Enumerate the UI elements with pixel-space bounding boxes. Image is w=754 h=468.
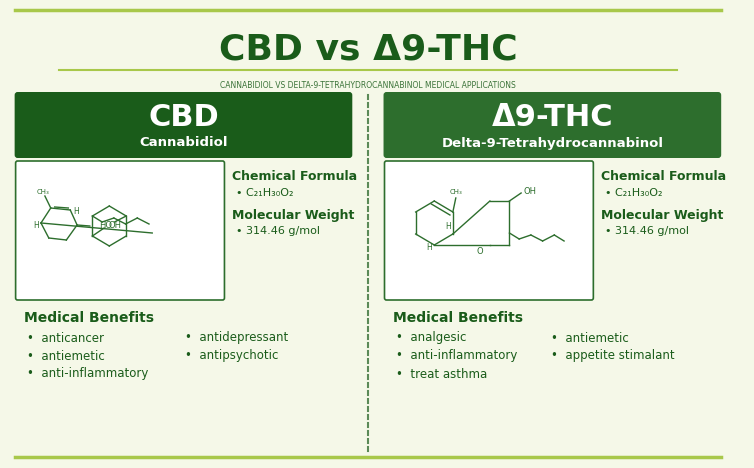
Text: •  anti-inflammatory: • anti-inflammatory	[396, 350, 517, 363]
Text: OH: OH	[523, 187, 536, 196]
Text: CANNABIDIOL VS DELTA-9-TETRAHYDROCANNABINOL MEDICAL APPLICATIONS: CANNABIDIOL VS DELTA-9-TETRAHYDROCANNABI…	[220, 80, 516, 89]
FancyBboxPatch shape	[16, 161, 225, 300]
Text: • C₂₁H₃₀O₂: • C₂₁H₃₀O₂	[605, 188, 663, 198]
Text: •  antipsychotic: • antipsychotic	[185, 350, 279, 363]
Text: Medical Benefits: Medical Benefits	[24, 311, 155, 325]
Text: Molecular Weight: Molecular Weight	[232, 209, 354, 221]
Text: HO: HO	[100, 220, 112, 229]
Text: OH: OH	[108, 221, 121, 231]
Text: •  treat asthma: • treat asthma	[396, 367, 488, 380]
Text: • C₂₁H₃₀O₂: • C₂₁H₃₀O₂	[236, 188, 293, 198]
Text: Δ9-THC: Δ9-THC	[492, 103, 613, 132]
Text: •  analgesic: • analgesic	[396, 331, 467, 344]
Text: Chemical Formula: Chemical Formula	[601, 170, 726, 183]
Text: H: H	[445, 222, 451, 231]
Text: • 314.46 g/mol: • 314.46 g/mol	[605, 226, 689, 236]
Text: O: O	[477, 247, 483, 256]
Text: •  antidepressant: • antidepressant	[185, 331, 289, 344]
Text: H: H	[33, 221, 39, 231]
Text: Cannabidiol: Cannabidiol	[139, 137, 228, 149]
Text: H: H	[427, 243, 432, 252]
Text: H: H	[73, 206, 79, 215]
Text: • 314.46 g/mol: • 314.46 g/mol	[236, 226, 320, 236]
Text: CH₃: CH₃	[36, 189, 49, 195]
Text: •  appetite stimalant: • appetite stimalant	[551, 350, 675, 363]
FancyBboxPatch shape	[14, 92, 352, 158]
Text: CBD: CBD	[148, 103, 219, 132]
Text: •  anticancer: • anticancer	[27, 331, 104, 344]
Text: •  antiemetic: • antiemetic	[551, 331, 629, 344]
Text: •  antiemetic: • antiemetic	[27, 350, 105, 363]
Text: •  anti-inflammatory: • anti-inflammatory	[27, 367, 149, 380]
FancyBboxPatch shape	[384, 92, 721, 158]
Text: CBD vs Δ9-THC: CBD vs Δ9-THC	[219, 33, 517, 67]
Text: Chemical Formula: Chemical Formula	[232, 170, 357, 183]
Text: Molecular Weight: Molecular Weight	[601, 209, 724, 221]
Text: CH₃: CH₃	[449, 189, 462, 195]
Text: Medical Benefits: Medical Benefits	[394, 311, 523, 325]
Text: Delta-9-Tetrahydrocannabinol: Delta-9-Tetrahydrocannabinol	[441, 137, 664, 149]
FancyBboxPatch shape	[385, 161, 593, 300]
